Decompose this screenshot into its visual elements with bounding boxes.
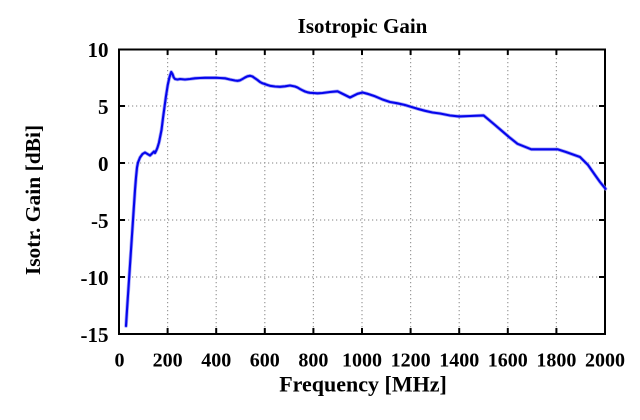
svg-text:-15: -15 [81,323,109,347]
svg-text:5: 5 [98,95,109,119]
svg-text:2000: 2000 [585,350,625,372]
svg-text:1000: 1000 [342,350,382,372]
svg-text:Isotr. Gain [dBi]: Isotr. Gain [dBi] [21,125,45,275]
svg-text:800: 800 [298,350,328,372]
svg-text:200: 200 [153,350,183,372]
svg-text:1600: 1600 [488,350,528,372]
svg-text:0: 0 [98,152,109,176]
svg-text:Isotropic Gain: Isotropic Gain [298,14,428,38]
svg-text:-5: -5 [91,209,109,233]
svg-text:Frequency [MHz]: Frequency [MHz] [279,372,447,397]
svg-text:10: 10 [88,38,109,62]
svg-text:-10: -10 [81,266,109,290]
svg-text:400: 400 [201,350,231,372]
svg-text:600: 600 [250,350,280,372]
svg-text:1400: 1400 [439,350,479,372]
svg-text:1200: 1200 [391,350,431,372]
svg-text:1800: 1800 [536,350,576,372]
svg-text:0: 0 [115,350,125,372]
